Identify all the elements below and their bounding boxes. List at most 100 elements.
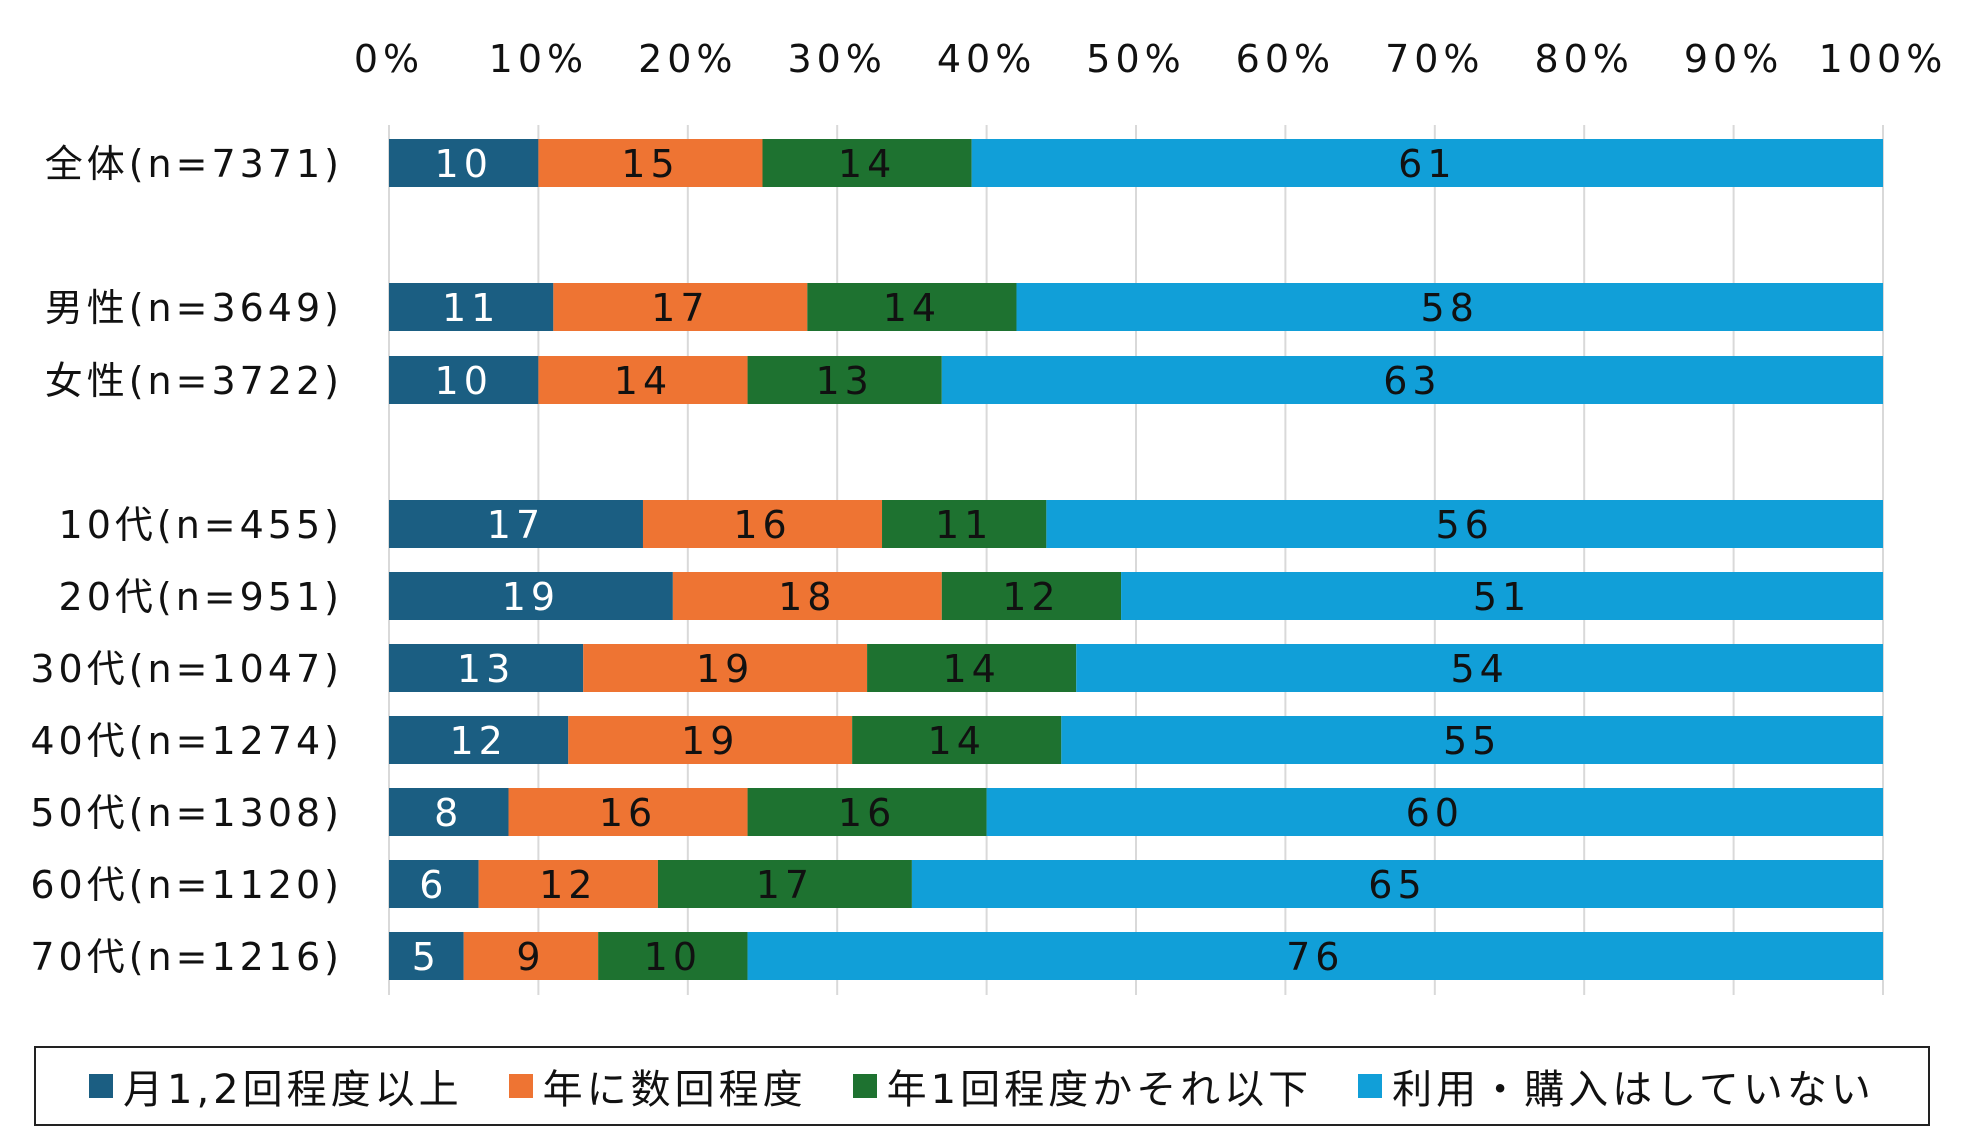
bar-segment: [867, 644, 1077, 692]
data-label: 60: [1406, 791, 1464, 835]
data-label: 16: [838, 791, 896, 835]
data-label: 10: [435, 142, 493, 186]
bar-segment: [882, 500, 1047, 548]
data-label: 51: [1473, 575, 1531, 619]
bar-segment: [389, 716, 569, 764]
bar-segment: [538, 139, 763, 187]
data-label: 17: [651, 286, 709, 330]
bar-segment: [852, 716, 1062, 764]
bar-segment: [747, 356, 942, 404]
x-tick-label: 80%: [1534, 37, 1633, 81]
bar-segment: [807, 283, 1017, 331]
bar-segment: [911, 860, 1883, 908]
data-label: 16: [733, 503, 791, 547]
data-label: 10: [435, 359, 493, 403]
data-label: 65: [1368, 863, 1426, 907]
data-label: 56: [1436, 503, 1494, 547]
bar-segment: [389, 932, 464, 980]
category-label: 30代(n=1047): [30, 647, 343, 691]
bar-segment: [389, 500, 643, 548]
bar-segment: [1076, 644, 1883, 692]
x-tick-label: 70%: [1385, 37, 1484, 81]
bar-segment: [389, 572, 673, 620]
data-label: 14: [883, 286, 941, 330]
bar-segment: [971, 139, 1883, 187]
bar-segment: [508, 788, 748, 836]
bar-segment: [478, 860, 658, 908]
legend-item: 年1回程度かそれ以下: [852, 1057, 1313, 1115]
bar-segment: [389, 283, 554, 331]
bar-segment: [568, 716, 853, 764]
x-tick-label: 40%: [937, 37, 1036, 81]
data-label: 19: [696, 647, 754, 691]
bar-segment: [672, 572, 942, 620]
category-label: 女性(n=3722): [45, 359, 343, 403]
bar-segment: [463, 932, 599, 980]
legend-swatch: [852, 1074, 877, 1098]
data-label: 11: [442, 286, 500, 330]
legend-item: 年に数回程度: [508, 1057, 807, 1115]
legend-label: 年1回程度かそれ以下: [886, 1067, 1313, 1113]
bar-segment: [553, 283, 808, 331]
category-label: 男性(n=3649): [45, 286, 343, 330]
data-label: 10: [644, 935, 702, 979]
bar-segment: [642, 500, 883, 548]
bar-segment: [1061, 716, 1883, 764]
data-label: 58: [1421, 286, 1479, 330]
data-label: 16: [599, 791, 657, 835]
x-tick-label: 10%: [489, 37, 588, 81]
data-label: 17: [756, 863, 814, 907]
legend-swatch: [1358, 1074, 1383, 1098]
data-label: 54: [1450, 647, 1508, 691]
category-label: 70代(n=1216): [30, 935, 343, 979]
x-tick-label: 50%: [1086, 37, 1185, 81]
stacked-bar-chart: 0% 10% 20% 30% 40% 50% 60% 70% 80% 90% 100% 全体(n=73…: [30, 37, 1948, 995]
data-label: 19: [681, 719, 739, 763]
category-label: 60代(n=1120): [30, 863, 343, 907]
bar-segment: [1016, 283, 1883, 331]
category-label: 40代(n=1274): [30, 719, 343, 763]
x-tick-label: 20%: [638, 37, 737, 81]
data-label: 12: [539, 863, 597, 907]
bar-segment: [583, 644, 868, 692]
bar-segment: [389, 139, 539, 187]
legend-swatch: [508, 1074, 533, 1098]
data-label: 9: [516, 935, 545, 979]
data-label: 13: [815, 359, 873, 403]
data-label: 13: [457, 647, 515, 691]
bar-segment: [762, 139, 972, 187]
legend-label: 年に数回程度: [542, 1067, 807, 1113]
bar-segment: [1121, 572, 1883, 620]
data-label: 12: [449, 719, 507, 763]
bar-segment: [657, 860, 912, 908]
data-label: 5: [412, 935, 441, 979]
category-label: 20代(n=951): [59, 575, 343, 619]
x-tick-label: 30%: [787, 37, 886, 81]
data-label: 61: [1398, 142, 1456, 186]
data-label: 14: [614, 359, 672, 403]
bar-segment: [986, 788, 1883, 836]
x-tick-label: 90%: [1684, 37, 1783, 81]
data-label: 12: [1002, 575, 1060, 619]
data-label: 63: [1383, 359, 1441, 403]
data-label: 14: [928, 719, 986, 763]
legend-swatch: [89, 1074, 113, 1098]
data-label: 19: [502, 575, 560, 619]
data-label: 11: [935, 503, 993, 547]
category-label: 全体(n=7371): [45, 142, 343, 186]
legend: 月1,2回程度以上 年に数回程度 年1回程度かそれ以下 利用・購入はしていない: [34, 1046, 1930, 1126]
bar-segment: [598, 932, 748, 980]
bar-segment: [941, 356, 1883, 404]
x-tick-label: 100%: [1819, 37, 1948, 81]
data-label: 18: [778, 575, 836, 619]
x-tick-label: 0%: [354, 37, 424, 81]
data-label: 76: [1286, 935, 1344, 979]
data-label: 15: [621, 142, 679, 186]
data-label: 55: [1443, 719, 1501, 763]
x-tick-label: 60%: [1236, 37, 1335, 81]
data-label: 8: [434, 791, 463, 835]
bar-segment: [747, 788, 987, 836]
bar-segment: [538, 356, 748, 404]
data-label: 6: [419, 863, 448, 907]
legend-label: 月1,2回程度以上: [123, 1067, 463, 1113]
